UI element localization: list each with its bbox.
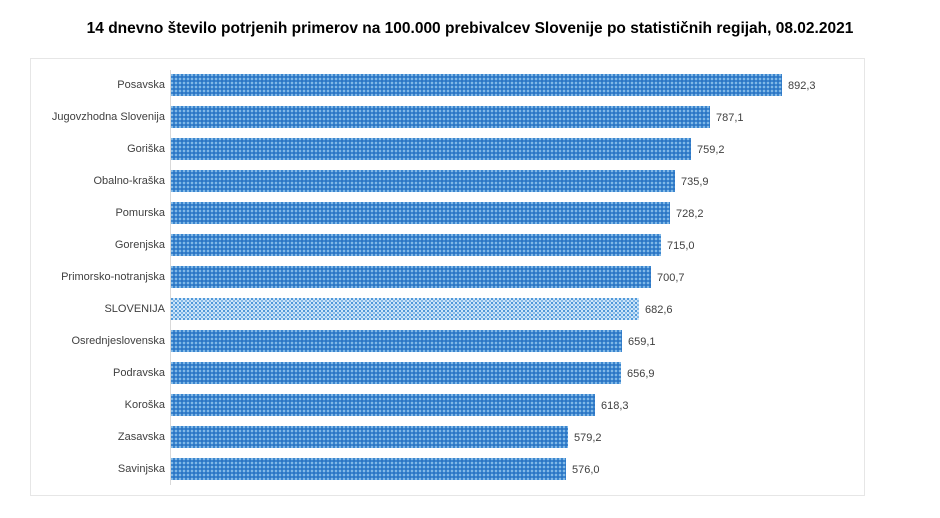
- value-label: 576,0: [572, 464, 600, 476]
- category-label: Zasavska: [117, 431, 165, 443]
- bar[interactable]: [171, 266, 651, 288]
- bar[interactable]: [171, 202, 670, 224]
- bar-row: Zasavska 579,2: [0, 426, 940, 448]
- value-label: 682,6: [645, 304, 673, 316]
- bar-row: Podravska 656,9: [0, 362, 940, 384]
- bar-row: Savinjska 576,0: [0, 458, 940, 480]
- bar-row: Goriška 759,2: [0, 138, 940, 160]
- value-label: 618,3: [601, 400, 629, 412]
- category-label: Koroška: [124, 399, 165, 411]
- value-label: 735,9: [681, 176, 709, 188]
- value-label: 659,1: [628, 336, 656, 348]
- bar-row: Gorenjska 715,0: [0, 234, 940, 256]
- value-label: 715,0: [667, 240, 695, 252]
- bar[interactable]: [171, 138, 691, 160]
- category-label: Obalno-kraška: [93, 175, 165, 187]
- value-label: 759,2: [697, 144, 725, 156]
- bar[interactable]: [171, 458, 566, 480]
- value-label: 700,7: [657, 272, 685, 284]
- category-label: SLOVENIJA: [104, 303, 165, 315]
- bar-row: Pomurska 728,2: [0, 202, 940, 224]
- bar[interactable]: [171, 426, 568, 448]
- bar-row: Obalno-kraška 735,9: [0, 170, 940, 192]
- category-label: Gorenjska: [114, 239, 165, 251]
- category-label: Osrednjeslovenska: [71, 335, 165, 347]
- bar[interactable]: [171, 106, 710, 128]
- bar-row: Posavska 892,3: [0, 74, 940, 96]
- value-label: 728,2: [676, 208, 704, 220]
- bar[interactable]: [171, 170, 675, 192]
- bar-row: Primorsko-notranjska 700,7: [0, 266, 940, 288]
- category-label: Jugovzhodna Slovenija: [51, 111, 165, 123]
- category-label: Primorsko-notranjska: [61, 271, 165, 283]
- bar[interactable]: [171, 74, 782, 96]
- category-axis-line: [170, 70, 171, 485]
- value-label: 656,9: [627, 368, 655, 380]
- bar[interactable]: [171, 330, 622, 352]
- category-label: Posavska: [117, 79, 165, 91]
- bar-highlight[interactable]: [171, 298, 639, 320]
- chart-title: 14 dnevno število potrjenih primerov na …: [86, 20, 854, 37]
- category-label: Goriška: [127, 143, 165, 155]
- bar-row: Koroška 618,3: [0, 394, 940, 416]
- value-label: 787,1: [716, 112, 744, 124]
- bar[interactable]: [171, 362, 621, 384]
- value-label: 892,3: [788, 80, 816, 92]
- value-label: 579,2: [574, 432, 602, 444]
- category-label: Pomurska: [115, 207, 165, 219]
- bar[interactable]: [171, 234, 661, 256]
- category-label: Podravska: [113, 367, 165, 379]
- category-label: Savinjska: [117, 463, 165, 475]
- bar[interactable]: [171, 394, 595, 416]
- bar-row: Osrednjeslovenska 659,1: [0, 330, 940, 352]
- bar-row-national-average: SLOVENIJA 682,6: [0, 298, 940, 320]
- bar-row: Jugovzhodna Slovenija 787,1: [0, 106, 940, 128]
